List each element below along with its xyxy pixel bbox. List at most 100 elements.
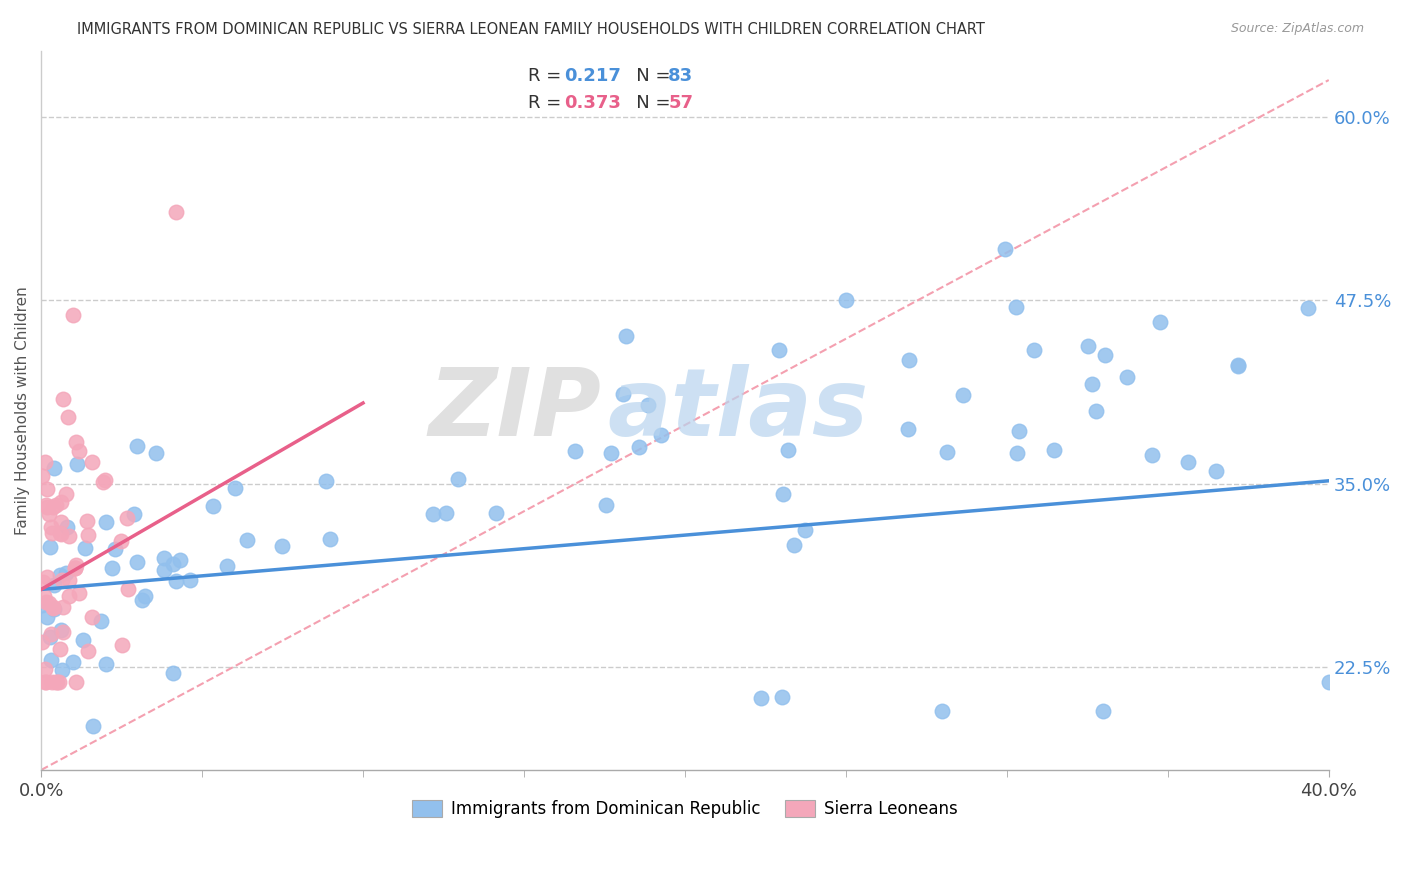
Point (270, 539, 292, 553)
Point (1317, 674, 1340, 689)
Point (104, 542, 127, 557)
Point (1177, 455, 1199, 469)
Point (612, 387, 634, 401)
Point (62, 655, 84, 669)
Point (48, 674, 70, 689)
Point (44, 601, 66, 615)
Point (897, 422, 920, 436)
Point (62, 308, 84, 322)
Point (1092, 704, 1115, 718)
Text: R =: R = (527, 67, 567, 85)
Point (1004, 300, 1026, 314)
Point (162, 665, 184, 680)
Point (1043, 442, 1066, 457)
Point (41, 600, 63, 615)
Point (31, 469, 53, 483)
Point (131, 592, 153, 607)
Text: R =: R = (527, 94, 567, 112)
Point (125, 439, 148, 453)
Legend: Immigrants from Dominican Republic, Sierra Leoneans: Immigrants from Dominican Republic, Sier… (404, 791, 966, 826)
Point (1116, 370, 1139, 384)
Point (134, 590, 156, 604)
Text: 83: 83 (668, 67, 693, 85)
Point (1226, 358, 1249, 372)
Point (44, 460, 66, 475)
Point (58, 410, 80, 425)
Point (38, 596, 60, 610)
Point (31, 598, 53, 612)
Point (41, 525, 63, 540)
Point (55, 486, 77, 500)
Point (58, 529, 80, 543)
Point (179, 573, 201, 587)
Point (34, 455, 56, 469)
Text: N =: N = (619, 67, 676, 85)
Point (94, 515, 117, 529)
Point (65, 561, 87, 575)
Point (793, 523, 815, 537)
Point (34, 674, 56, 689)
Point (1077, 339, 1099, 353)
Point (650, 428, 672, 442)
Point (49, 567, 72, 582)
Point (897, 352, 920, 367)
Point (772, 487, 794, 501)
Point (48, 642, 70, 657)
Point (82, 719, 104, 733)
Point (770, 690, 793, 704)
Point (117, 582, 139, 597)
Point (45, 498, 67, 512)
Point (952, 388, 974, 402)
Point (32, 575, 55, 590)
Point (1226, 359, 1249, 374)
Text: N =: N = (619, 94, 676, 112)
Point (65, 558, 87, 572)
Point (76, 514, 98, 528)
Point (485, 506, 508, 520)
Point (72, 633, 94, 648)
Point (783, 538, 806, 552)
Point (67, 444, 90, 458)
Point (39, 630, 62, 644)
Point (124, 507, 146, 521)
Point (65, 674, 87, 689)
Point (44, 578, 66, 592)
Point (91, 475, 114, 490)
Point (153, 563, 176, 577)
Point (77, 643, 100, 657)
Point (1081, 376, 1104, 391)
Text: 0.217: 0.217 (564, 67, 621, 85)
Point (564, 443, 586, 458)
Point (115, 511, 138, 525)
Point (236, 533, 259, 548)
Point (41, 500, 63, 514)
Point (52, 600, 75, 615)
Point (31, 635, 53, 649)
Point (994, 242, 1017, 256)
Point (67, 585, 90, 599)
Point (101, 561, 124, 575)
Point (319, 532, 342, 546)
Point (215, 558, 238, 573)
Point (39, 653, 62, 667)
Point (51, 663, 73, 677)
Point (51, 495, 73, 509)
Text: atlas: atlas (607, 364, 869, 457)
Point (224, 481, 246, 495)
Point (936, 445, 959, 459)
Point (34, 674, 56, 689)
Point (162, 557, 184, 571)
Point (80, 455, 103, 469)
Point (1205, 464, 1227, 478)
Point (38, 540, 60, 554)
Point (52, 392, 75, 406)
Point (165, 205, 187, 219)
Point (169, 553, 191, 567)
Point (51, 573, 73, 587)
Point (49, 526, 72, 541)
Point (600, 446, 623, 460)
Point (38, 507, 60, 521)
Point (65, 434, 87, 449)
Point (77, 528, 100, 542)
Point (1008, 425, 1031, 439)
